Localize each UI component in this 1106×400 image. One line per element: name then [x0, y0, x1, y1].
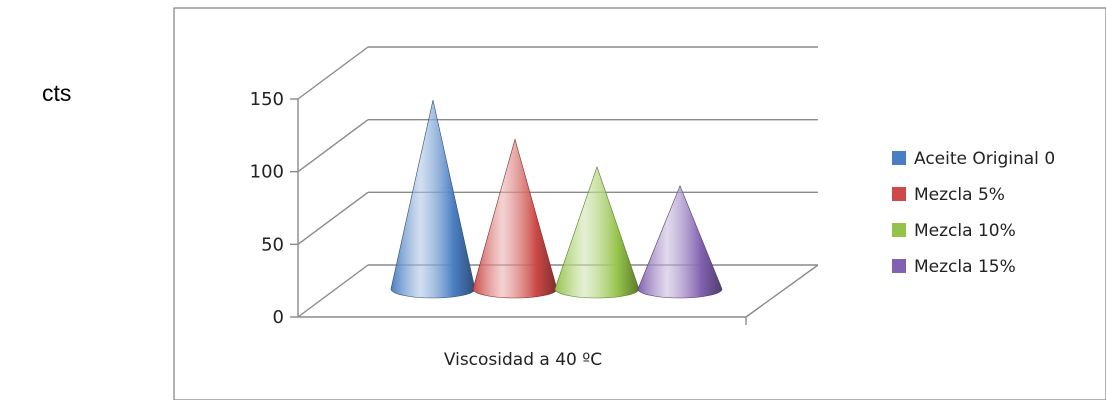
grid-diagonal [297, 119, 369, 173]
grid-diagonal [297, 191, 369, 245]
cone-mark [637, 185, 723, 299]
legend-label: Mezcla 10% [914, 221, 1016, 241]
legend-swatch [892, 259, 906, 273]
legend-label: Mezcla 15% [914, 257, 1016, 277]
floor-right-edge [745, 264, 819, 318]
legend: Aceite Original 0 Mezcla 5% Mezcla 10% Mezc… [892, 149, 1055, 277]
legend-swatch [892, 223, 906, 237]
side-label: cts [42, 80, 72, 106]
cone-4 [637, 185, 723, 299]
cone-mark [554, 165, 640, 299]
cone-3 [554, 165, 640, 299]
y-tick-label: 0 [273, 307, 284, 328]
grid-diagonal [297, 264, 369, 318]
y-tick-label: 150 [250, 89, 284, 110]
chart-series [390, 100, 723, 299]
legend-label: Mezcla 5% [914, 185, 1005, 205]
legend-swatch [892, 151, 906, 165]
y-tick-label: 50 [261, 234, 284, 255]
legend-label: Aceite Original 0 [914, 149, 1055, 169]
grid-diagonal [297, 46, 369, 100]
x-category-label: Viscosidad a 40 ºC [444, 350, 602, 370]
legend-swatch [892, 187, 906, 201]
chart-frame [173, 7, 1106, 400]
y-axis: 0 50 100 150 [250, 89, 299, 328]
y-tick-label: 100 [250, 162, 284, 183]
